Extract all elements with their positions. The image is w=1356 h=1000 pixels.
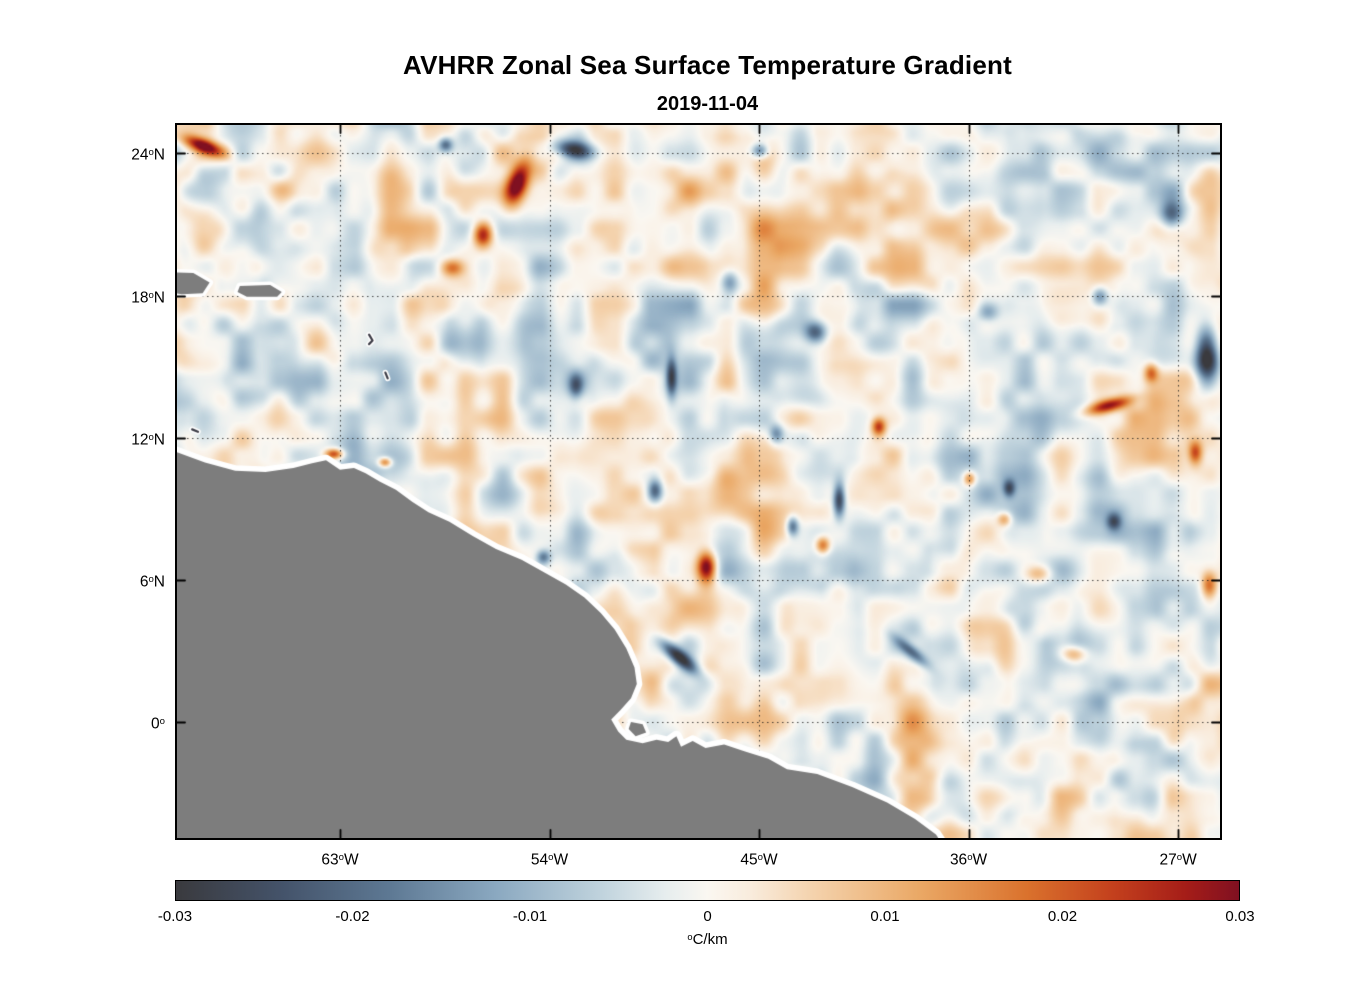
colorbar-tick-label: -0.01 xyxy=(512,908,548,925)
colorbar-unit-text: oC/km xyxy=(687,931,728,948)
colorbar-tick-label: 0.02 xyxy=(1047,908,1078,925)
colorbar-tick-label: -0.03 xyxy=(157,908,193,925)
y-tick-label: 24oN xyxy=(131,146,165,164)
chart-subtitle: 2019-11-04 xyxy=(656,93,759,115)
x-tick-label: 54oW xyxy=(530,851,569,869)
colorbar xyxy=(175,880,1240,901)
colorbar-tick-label: 0.03 xyxy=(1225,908,1255,925)
y-tick-label: 12oN xyxy=(131,430,165,448)
x-tick-label: 63oW xyxy=(321,851,359,869)
x-tick-label: 27oW xyxy=(1159,851,1197,869)
chart-title: AVHRR Zonal Sea Surface Temperature Grad… xyxy=(403,50,1012,80)
colorbar-unit-label: oC/km xyxy=(647,931,768,948)
y-tick-label: 18oN xyxy=(131,288,165,306)
map-plot-area xyxy=(175,123,1222,840)
x-tick-label: 36oW xyxy=(949,851,988,869)
colorbar-tick-label: 0 xyxy=(703,908,712,925)
y-tick-label: 0o xyxy=(151,715,165,733)
x-tick-label: 45oW xyxy=(740,851,778,869)
colorbar-tick-label: 0.01 xyxy=(870,908,900,925)
sst-gradient-heatmap xyxy=(177,125,1220,838)
y-tick-label: 6oN xyxy=(139,573,165,591)
colorbar-tick-label: -0.02 xyxy=(335,908,370,925)
